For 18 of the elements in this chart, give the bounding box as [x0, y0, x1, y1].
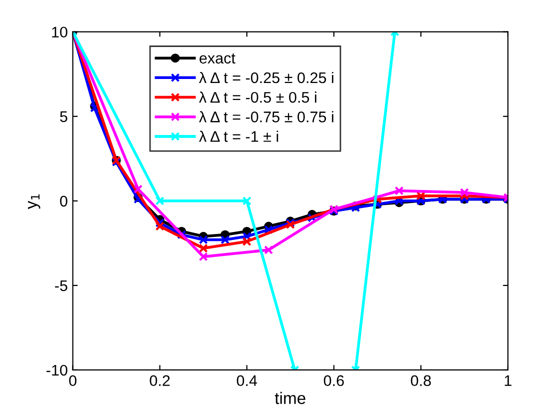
x-tick-label: 0.8 — [410, 375, 431, 386]
y-tick-label: -10 — [46, 364, 68, 376]
x-tick-label: 0.6 — [324, 375, 344, 386]
y-tick-label: 0 — [60, 196, 68, 207]
x-axis-title: time — [274, 392, 306, 404]
x-tick-label: 0.4 — [236, 375, 258, 386]
y-axis-title: y$_{1}$ — [28, 194, 40, 210]
legend-label: exact — [200, 54, 236, 64]
y-tick-label: 10 — [52, 26, 68, 38]
x-tick-label: 1 — [504, 375, 512, 386]
y-tick-label: -5 — [55, 280, 68, 292]
x-tick-label: 0.2 — [150, 375, 170, 386]
x-tick-label: 0 — [69, 375, 76, 386]
legend-label: λ Δ t = -0.5 ± 0.5 i — [199, 92, 316, 103]
y-tick-label: 5 — [60, 111, 68, 122]
legend-label: λ Δ t = -0.25 ± 0.25 i — [199, 72, 334, 84]
legend-label: λ Δ t = -1 ± i — [199, 130, 278, 142]
legend-label: λ Δ t = -0.75 ± 0.75 i — [199, 111, 334, 122]
